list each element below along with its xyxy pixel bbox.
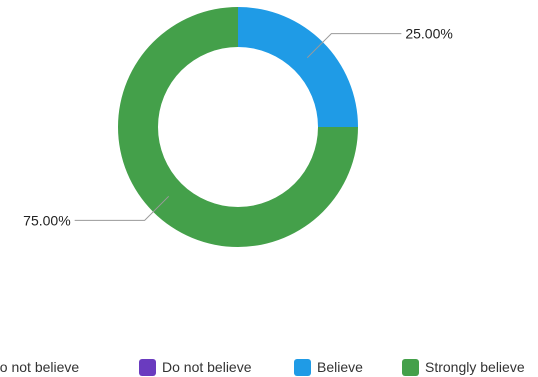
legend-swatch-strongly-believe — [402, 358, 419, 376]
leader-line-believe — [306, 33, 402, 59]
legend-swatch-do-not-believe — [139, 358, 156, 376]
slice-strongly-believe — [118, 7, 358, 247]
data-label-believe: 25.00% — [405, 26, 452, 42]
legend-swatch-believe — [294, 358, 311, 376]
labels-layer: 25.00% 75.00% — [23, 26, 453, 229]
legend-item-strongly-believe[interactable]: Strongly believe — [402, 355, 525, 377]
legend-item-do-not-believe[interactable]: Do not believe — [139, 355, 252, 377]
legend-label-do-not-believe: Do not believe — [162, 359, 252, 375]
chart-legend: do not believe Do not believe Believe Stron… — [0, 355, 538, 377]
legend-item-believe[interactable]: Believe — [294, 355, 363, 377]
slice-believe — [238, 7, 358, 127]
slices-layer — [118, 7, 358, 247]
data-label-strongly-believe: 75.00% — [23, 212, 70, 228]
legend-label-believe: Believe — [317, 359, 363, 375]
legend-label-strongly-do-not-believe: do not believe — [0, 359, 80, 375]
legend-item-strongly-do-not-believe[interactable]: do not believe — [0, 355, 79, 377]
legend-label-strongly-believe: Strongly believe — [425, 359, 525, 375]
leader-line-strongly-believe — [74, 195, 170, 221]
